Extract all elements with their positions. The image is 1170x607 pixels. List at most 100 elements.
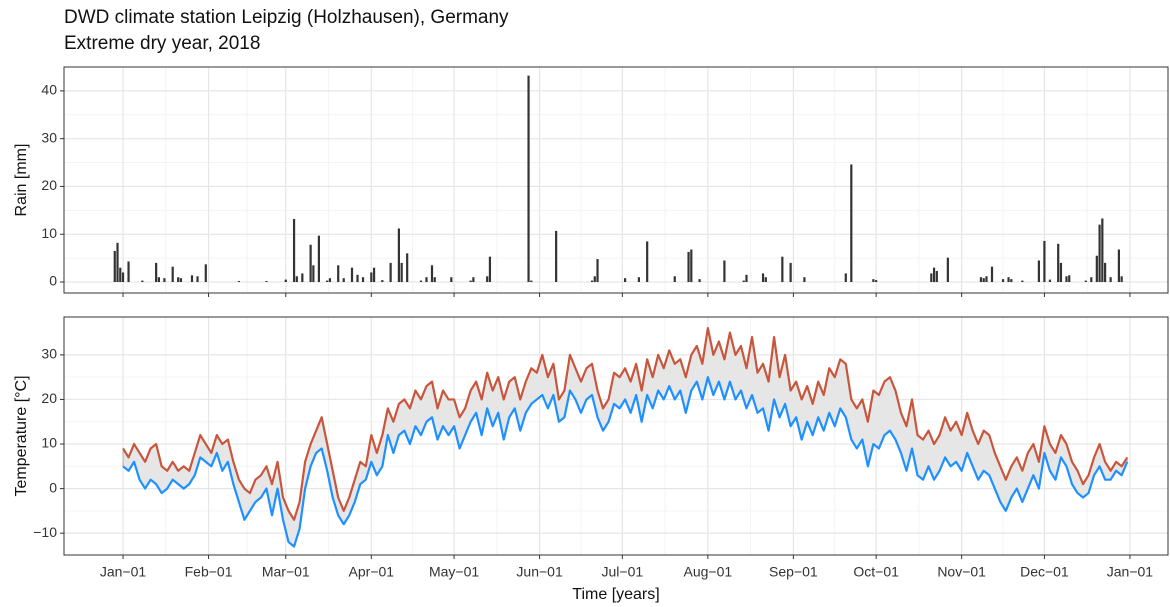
x-tick-label: Feb−01 (185, 564, 233, 580)
x-tick-label: Sep−01 (769, 564, 818, 580)
bar (761, 273, 765, 283)
y-tick-label: 30 (41, 346, 57, 362)
bar (337, 265, 340, 283)
chart-title: DWD climate station Leipzig (Holzhausen)… (64, 7, 509, 28)
y-tick-label: 0 (49, 479, 57, 495)
bar (141, 280, 144, 283)
bar (204, 264, 207, 283)
bar (985, 276, 988, 283)
bar (1101, 218, 1104, 283)
bar (177, 277, 180, 283)
x-tick-label: Jun−01 (516, 564, 563, 580)
bar (1068, 275, 1071, 283)
bar (116, 242, 119, 283)
bar (295, 276, 298, 283)
x-axis-title: Time [years] (572, 586, 659, 603)
bar (397, 228, 400, 283)
y-tick-label: 10 (41, 435, 57, 451)
bar (789, 262, 792, 283)
bar (1084, 280, 1087, 283)
bar (356, 274, 359, 283)
bar (875, 280, 878, 283)
bar (127, 261, 130, 283)
y-tick-label: 30 (41, 129, 57, 145)
bar (361, 277, 365, 283)
y-axis-title: Temperature [°C] (13, 375, 30, 496)
x-tick-label: May−01 (429, 564, 479, 580)
bar (687, 251, 690, 283)
y-axis-title: Rain [mm] (13, 144, 30, 217)
bar (935, 271, 938, 283)
bar (1007, 277, 1010, 283)
bar (265, 281, 268, 283)
bar (698, 279, 701, 283)
bar (301, 273, 304, 283)
x-tick-label: Nov−01 (937, 564, 986, 580)
bar (157, 277, 160, 283)
bar (450, 277, 453, 283)
bar (155, 262, 158, 283)
bar (119, 267, 122, 283)
bar (1098, 224, 1101, 283)
bar (237, 281, 240, 283)
bar (1037, 260, 1040, 283)
bar (179, 278, 183, 283)
bar (284, 279, 287, 283)
x-tick-label: Dec−01 (1020, 564, 1069, 580)
x-tick-label: Jul−01 (602, 564, 644, 580)
bar (1109, 277, 1112, 283)
bar (555, 230, 558, 283)
bar (433, 277, 436, 283)
bar (372, 267, 376, 283)
bar (596, 259, 599, 283)
bar (326, 280, 329, 283)
bar (400, 262, 403, 283)
bar (723, 260, 726, 283)
bar (163, 278, 166, 283)
bar (1120, 276, 1123, 283)
bar (803, 277, 806, 283)
bar (472, 277, 475, 283)
x-tick-label: Jan−01 (100, 564, 147, 580)
bar (1104, 262, 1107, 283)
bar (930, 273, 933, 283)
bar (488, 256, 492, 283)
bar (342, 278, 345, 283)
x-tick-label: Mar−01 (262, 564, 310, 580)
bar (646, 241, 649, 283)
bar (381, 280, 384, 283)
bar (469, 280, 472, 283)
bar (389, 262, 392, 283)
bar (406, 253, 409, 283)
plot-background (64, 317, 1168, 555)
x-tick-label: Oct−01 (853, 564, 899, 580)
bar (370, 272, 373, 283)
bar (1048, 279, 1052, 283)
bar (946, 257, 949, 283)
bar (121, 272, 125, 283)
bar (979, 277, 983, 283)
line (122, 376, 1129, 548)
bar (764, 277, 767, 283)
bar (624, 278, 627, 283)
y-tick-label: 0 (49, 273, 57, 289)
bar (1021, 280, 1024, 283)
bar (1057, 243, 1060, 283)
bar (171, 266, 174, 283)
bar (527, 75, 530, 283)
plot-border (63, 316, 1169, 556)
x-tick-label: Apr−01 (349, 564, 395, 580)
y-tick-label: 10 (41, 225, 57, 241)
bar (309, 244, 312, 283)
bar (196, 276, 199, 283)
bar (742, 280, 745, 283)
bar (350, 267, 354, 283)
y-tick-label: 20 (41, 177, 57, 193)
x-tick-label: Jan−01 (1107, 564, 1154, 580)
bar (1095, 255, 1098, 283)
chart-subtitle: Extreme dry year, 2018 (64, 33, 260, 54)
bar (486, 276, 489, 283)
bar (673, 276, 676, 283)
bar (1065, 276, 1068, 283)
